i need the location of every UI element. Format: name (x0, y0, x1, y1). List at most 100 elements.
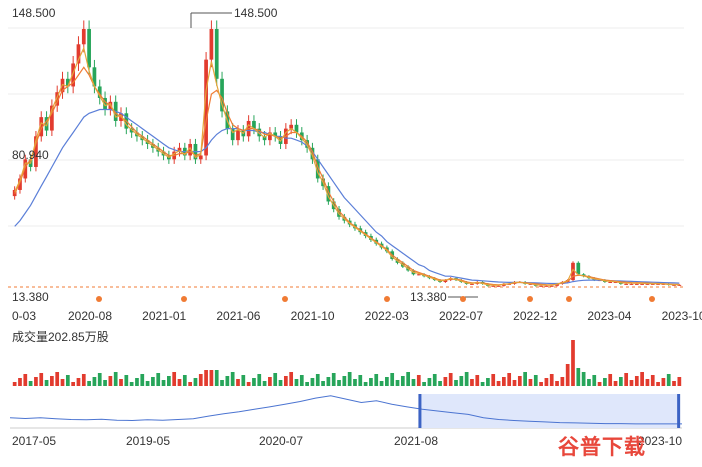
volume-bar (634, 376, 639, 386)
volume-bar (236, 379, 240, 386)
volume-bar (220, 380, 224, 386)
navigator-tick-label: 2017-05 (12, 434, 56, 448)
volume-bar (182, 375, 187, 386)
volume-bar (305, 382, 309, 386)
event-dot (384, 296, 390, 302)
x-tick-label: 0-03 (12, 309, 36, 323)
volume-bar (257, 374, 262, 386)
volume-bar (486, 378, 490, 386)
candle-body (97, 86, 102, 98)
volume-bar (624, 373, 629, 386)
volume-bar (60, 379, 65, 386)
volume-bar (331, 373, 336, 386)
volume-bar (55, 372, 60, 386)
ma5-line (14, 46, 680, 286)
volume-bar (464, 372, 469, 386)
price-axis-min-label: 13.380 (12, 290, 49, 304)
volume-bar (443, 377, 448, 386)
volume-bar (385, 377, 389, 386)
x-tick-label: 2023-04 (587, 309, 631, 323)
candle-body (87, 28, 91, 68)
volume-bar (44, 380, 49, 386)
volume-bar (347, 372, 352, 386)
event-dot (282, 296, 288, 302)
volume-bar (135, 378, 139, 386)
navigator-handle-right[interactable] (677, 394, 681, 428)
volume-bar (246, 382, 251, 386)
candle-body (656, 283, 660, 285)
volume-bar (294, 379, 299, 386)
volume-bar (92, 377, 97, 386)
candle-body (315, 159, 320, 179)
navigator-tick-label: 2020-07 (259, 434, 303, 448)
candle-body (624, 283, 629, 285)
volume-bar (124, 375, 129, 386)
volume-bar (188, 382, 192, 386)
volume-bar (273, 373, 278, 386)
volume-bar (108, 376, 113, 386)
candle-body (220, 78, 224, 112)
volume-bar (390, 373, 395, 386)
candle-body (608, 281, 613, 283)
volume-bar (321, 381, 325, 386)
candle-body (576, 262, 581, 275)
candle-body (76, 44, 81, 64)
volume-bar (416, 375, 421, 386)
volume-bar (507, 373, 512, 386)
volume-bar (379, 381, 384, 386)
candle-body (539, 285, 543, 287)
volume-label: 成交量202.85万股 (12, 329, 109, 344)
candle-body (44, 117, 49, 131)
navigator[interactable] (9, 394, 682, 429)
x-tick-label: 2021-06 (216, 309, 260, 323)
volume-bar (581, 372, 586, 386)
volume-bar (50, 376, 54, 386)
volume-bar (533, 375, 538, 386)
volume-bar (161, 380, 166, 386)
volume-bar (209, 370, 214, 386)
volume-bar (241, 375, 246, 386)
volume-bar (119, 379, 123, 386)
volume-bar (363, 382, 368, 386)
candle-body (294, 124, 299, 133)
candle-body (204, 59, 208, 156)
volume-bar (39, 373, 44, 386)
candle-body (613, 281, 618, 283)
volume-bar (353, 379, 357, 386)
volume-bar (395, 380, 400, 386)
volume-bar (113, 372, 118, 386)
volume-bar (204, 370, 208, 386)
candle-body (262, 136, 267, 141)
volume-bar (315, 374, 320, 386)
volume-bar (278, 380, 283, 386)
navigator-selection[interactable] (419, 394, 679, 428)
volume-bar (177, 379, 182, 386)
volume-bar (666, 374, 671, 386)
volume-bar (129, 382, 134, 386)
volume-bar (608, 374, 613, 386)
candle-body (544, 285, 549, 287)
candle-body (209, 28, 214, 60)
volume-bar (369, 378, 373, 386)
volume-bar (454, 380, 458, 386)
volume-bar (502, 377, 506, 386)
candle-body (645, 283, 650, 285)
volume-bar (400, 376, 405, 386)
x-tick-label: 2022-07 (439, 309, 483, 323)
volume-bar (156, 373, 161, 386)
volume-bar (576, 368, 581, 386)
volume-bar (432, 374, 437, 386)
candle-body (23, 159, 28, 179)
candle-body (236, 130, 240, 141)
volume-bar (28, 381, 33, 386)
volume-bar (198, 374, 203, 386)
x-tick-label: 2022-12 (513, 309, 557, 323)
volume-bar (555, 381, 559, 386)
volume-bar (151, 377, 155, 386)
event-dot (460, 296, 466, 302)
volume-bar (262, 381, 267, 386)
navigator-handle-left[interactable] (418, 394, 422, 428)
volume-bar (268, 377, 272, 386)
candle-body (92, 67, 97, 87)
volume-bar (97, 373, 102, 386)
